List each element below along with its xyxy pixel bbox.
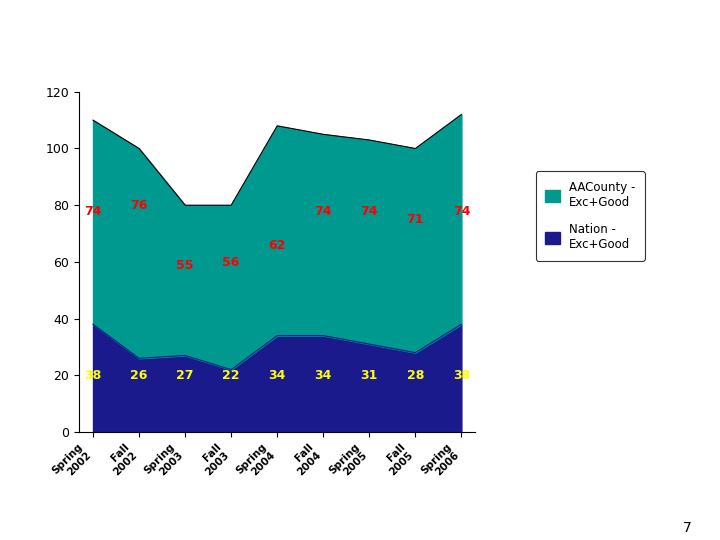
Text: 71: 71 <box>407 213 424 226</box>
Text: 26: 26 <box>130 369 148 382</box>
Text: 74: 74 <box>84 205 102 218</box>
Text: 74: 74 <box>315 205 332 218</box>
Text: 38: 38 <box>453 369 470 382</box>
Text: 27: 27 <box>176 369 194 382</box>
Text: 28: 28 <box>407 369 424 382</box>
Text: 56: 56 <box>222 256 240 269</box>
Text: 22: 22 <box>222 369 240 382</box>
Text: CSLI Semi-annual Survey : Spring 2006: CSLI Semi-annual Survey : Spring 2006 <box>222 12 498 25</box>
Text: 62: 62 <box>269 239 286 252</box>
Text: 34: 34 <box>315 369 332 382</box>
Text: 74: 74 <box>361 205 378 218</box>
Text: 74: 74 <box>453 205 470 218</box>
Text: 34: 34 <box>269 369 286 382</box>
Text: 55: 55 <box>176 259 194 272</box>
Legend: AACounty -
Exc+Good, Nation -
Exc+Good: AACounty - Exc+Good, Nation - Exc+Good <box>536 172 645 260</box>
Text: How would you rate economic conditions…excellent, good, fair or poor?: How would you rate economic conditions…e… <box>23 42 697 59</box>
Text: 76: 76 <box>130 199 148 212</box>
Text: 31: 31 <box>361 369 378 382</box>
Text: 7: 7 <box>683 521 691 535</box>
Text: 38: 38 <box>84 369 102 382</box>
